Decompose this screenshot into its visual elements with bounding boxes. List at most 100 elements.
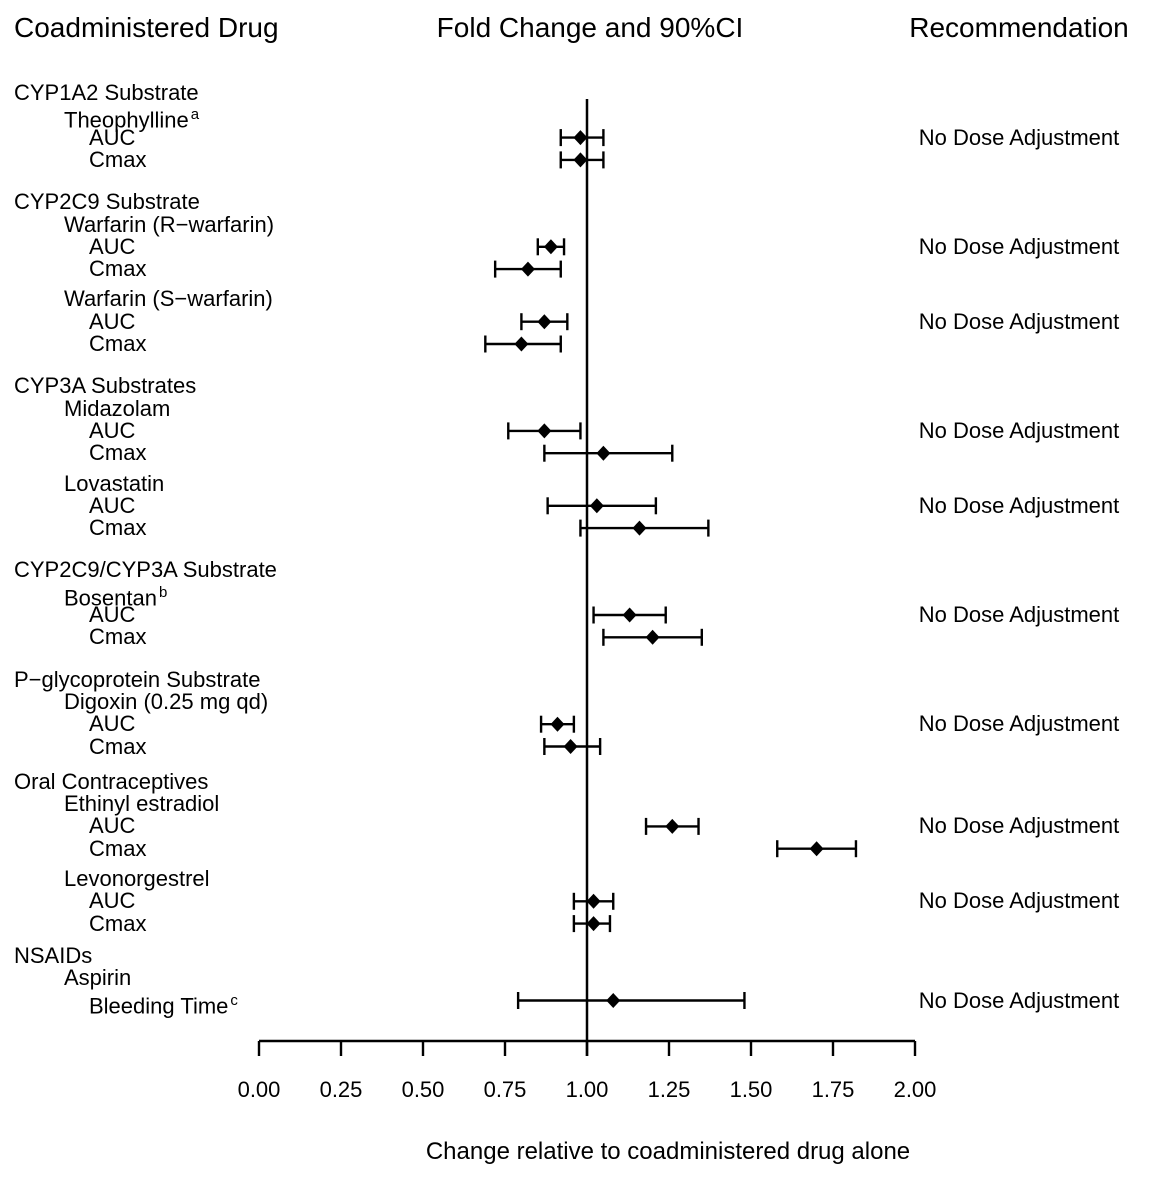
- point-estimate-diamond: [622, 607, 637, 623]
- recommendation-label: No Dose Adjustment: [918, 233, 1120, 259]
- metric-label-text: Bleeding Time: [89, 992, 229, 1018]
- metric-label: AUC: [89, 713, 135, 735]
- axis-tick-label: 0.00: [238, 1077, 281, 1102]
- metric-label: Cmax: [89, 912, 146, 935]
- section-label: NSAIDs: [14, 942, 93, 968]
- drug-label: Theophylline a: [64, 104, 199, 131]
- metric-label: AUC: [89, 310, 135, 333]
- ci-errorbar: [516, 992, 746, 1009]
- drug-label: Levonorgestrel: [64, 868, 210, 890]
- metric-label-text: Cmax: [89, 256, 147, 282]
- ci-errorbar: [776, 840, 858, 858]
- point-estimate-diamond: [550, 716, 565, 732]
- section-label: CYP1A2 Substrate: [14, 82, 199, 104]
- ci-errorbar: [559, 151, 605, 169]
- section-label: CYP2C9/CYP3A Substrate: [14, 559, 277, 581]
- point-estimate-diamond: [665, 818, 680, 834]
- section-label-text: NSAIDs: [14, 942, 93, 968]
- point-estimate-diamond: [573, 152, 588, 168]
- section-label-text: Oral Contraceptives: [14, 768, 209, 794]
- recommendation-label: No Dose Adjustment: [918, 888, 1120, 914]
- metric-label-text: AUC: [89, 813, 136, 839]
- ci-errorbar: [592, 606, 667, 624]
- point-estimate-diamond: [809, 841, 824, 857]
- metric-label: Cmax: [89, 258, 146, 280]
- drug-label: Aspirin: [64, 967, 131, 989]
- drug-label-text: Digoxin (0.25 mg qd): [64, 688, 269, 714]
- ci-errorbar: [539, 715, 576, 733]
- metric-label: Cmax: [89, 146, 147, 172]
- section-label-text: CYP3A Substrates: [14, 373, 197, 399]
- point-estimate-diamond: [606, 993, 621, 1008]
- drug-label-text: Lovastatin: [64, 470, 165, 496]
- metric-label-text: AUC: [89, 417, 136, 443]
- drug-label-text: Aspirin: [64, 965, 132, 991]
- recommendation-label: No Dose Adjustment: [918, 492, 1120, 518]
- ci-errorbar: [520, 313, 569, 331]
- x-axis-title: Change relative to coadministered drug a…: [425, 1138, 911, 1165]
- metric-label-text: AUC: [89, 711, 136, 737]
- axis-tick-label: 2.00: [894, 1077, 937, 1102]
- drug-label: Bosentan b: [64, 582, 167, 609]
- axis-tick-label: 1.25: [648, 1077, 691, 1102]
- point-estimate-diamond: [543, 239, 558, 255]
- metric-label: Cmax: [89, 442, 146, 464]
- metric-label: AUC: [89, 233, 136, 259]
- point-estimate-diamond: [520, 261, 535, 277]
- metric-label-text: AUC: [89, 492, 136, 518]
- metric-label-text: AUC: [89, 888, 136, 914]
- section-label: CYP2C9 Substrate: [14, 191, 200, 213]
- ci-errorbar: [602, 628, 703, 646]
- drug-label: Warfarin (R−warfarin): [64, 211, 275, 237]
- ci-errorbar: [559, 129, 605, 147]
- metric-label: Bleeding Time c: [89, 990, 238, 1017]
- metric-label: AUC: [89, 126, 135, 149]
- axis-tick-label: 1.50: [730, 1077, 773, 1102]
- metric-label-text: Cmax: [89, 733, 147, 759]
- column-header-recommendation: Recommendation: [909, 12, 1129, 43]
- metric-label-text: Cmax: [89, 440, 147, 466]
- recommendation-label: No Dose Adjustment: [918, 124, 1120, 150]
- column-header-drug: Coadministered Drug: [14, 12, 279, 43]
- section-label-text: CYP1A2 Substrate: [14, 80, 199, 105]
- metric-label: Cmax: [89, 333, 146, 355]
- metric-label-text: Cmax: [89, 624, 147, 650]
- drug-label: Warfarin (S−warfarin): [64, 288, 273, 310]
- metric-label: Cmax: [89, 837, 146, 860]
- ci-errorbar: [484, 335, 562, 353]
- metric-label: Cmax: [89, 626, 146, 648]
- metric-label: AUC: [89, 604, 135, 626]
- section-label-text: CYP2C9/CYP3A Substrate: [14, 557, 277, 583]
- metric-label: AUC: [89, 492, 136, 518]
- recommendation-label: No Dose Adjustment: [918, 711, 1120, 737]
- metric-label-text: Cmax: [89, 146, 147, 172]
- ci-errorbar: [546, 497, 658, 515]
- drug-label-text: Warfarin (S−warfarin): [64, 286, 273, 312]
- drug-label: Lovastatin: [64, 470, 165, 496]
- point-estimate-diamond: [514, 336, 529, 352]
- drug-label-text: Warfarin (R−warfarin): [64, 211, 275, 237]
- section-label-text: P−glycoprotein Substrate: [14, 666, 261, 692]
- section-label: Oral Contraceptives: [14, 768, 209, 794]
- axis-tick-label: 0.50: [402, 1077, 445, 1102]
- drug-label-text: Levonorgestrel: [64, 866, 210, 891]
- drug-label-text: Bosentan: [64, 585, 157, 611]
- point-estimate-diamond: [573, 130, 588, 146]
- axis-tick-label: 1.75: [812, 1077, 855, 1102]
- metric-label-text: AUC: [89, 233, 136, 259]
- section-label: P−glycoprotein Substrate: [14, 666, 261, 692]
- recommendation-label: No Dose Adjustment: [918, 417, 1120, 443]
- section-label-text: CYP2C9 Substrate: [14, 189, 200, 215]
- metric-label-text: Cmax: [89, 515, 147, 541]
- point-estimate-diamond: [596, 445, 611, 461]
- ci-errorbar: [579, 519, 710, 537]
- footnote-marker: c: [230, 991, 238, 1009]
- drug-label-text: Ethinyl estradiol: [64, 791, 220, 817]
- point-estimate-diamond: [586, 916, 601, 932]
- metric-label: AUC: [89, 890, 135, 912]
- ci-errorbar: [536, 238, 566, 256]
- point-estimate-diamond: [586, 893, 601, 909]
- point-estimate-diamond: [537, 314, 552, 330]
